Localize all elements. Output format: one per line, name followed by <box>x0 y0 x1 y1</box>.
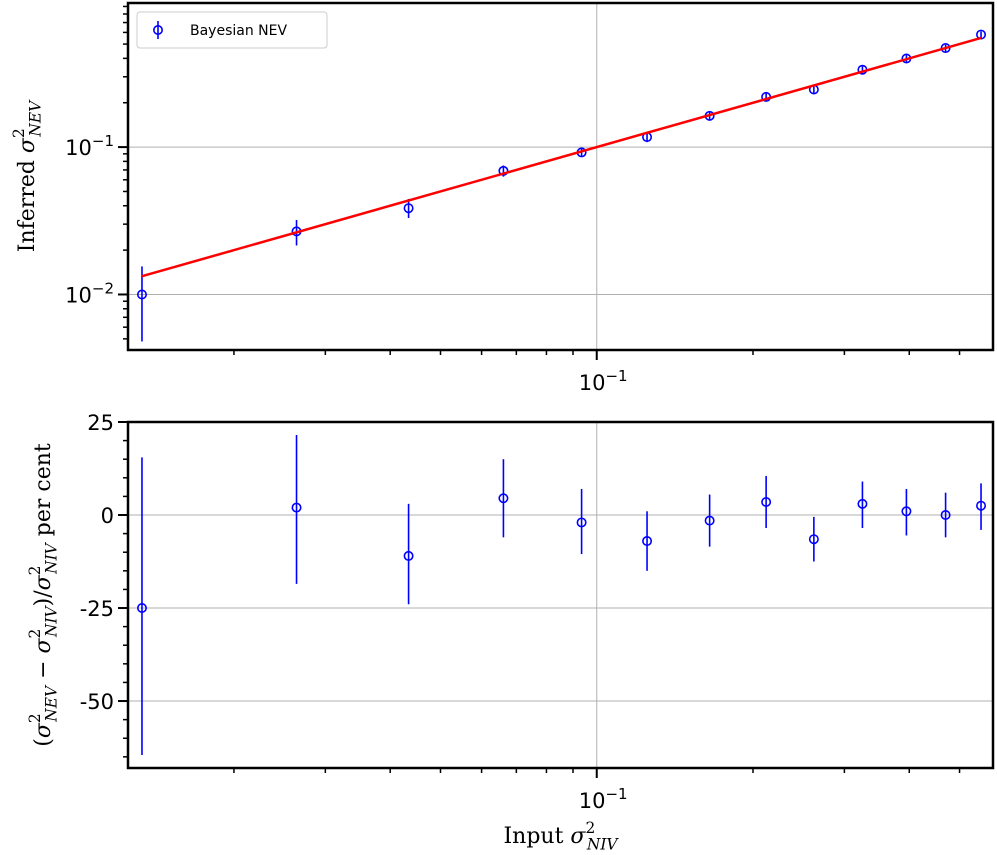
data-point <box>498 493 509 504</box>
data-point <box>136 603 147 614</box>
legend-marker <box>153 24 164 35</box>
x-tick-label: 10−1 <box>579 785 628 813</box>
x-tick-label: 10−1 <box>579 367 628 395</box>
y-tick-label: 25 <box>87 411 114 435</box>
data-point <box>642 536 653 547</box>
fit-line <box>141 36 982 278</box>
y-axis-label: (σ2NEV​ − σ2NIV​)/σ2NIV​ per cent <box>26 443 61 747</box>
data-point <box>808 534 819 545</box>
x-axis-label: Input σ2NIV​ <box>503 819 619 854</box>
data-point <box>857 498 868 509</box>
y-tick-label: -50 <box>80 690 114 714</box>
data-point <box>940 510 951 521</box>
legend-label: Bayesian NEV <box>190 23 287 39</box>
bottom-panel: 10−1 25 0 -25 -50 (σ2NEV​ − σ2NIV​)/σ2NIV​ pe… <box>26 411 995 854</box>
axes-frame <box>126 1 995 352</box>
legend-box <box>136 11 328 49</box>
top-panel: 10−1 10−2 10−1 Inferred σ2NEV​ Bayesian NEV <box>10 1 995 395</box>
y-axis-label: Inferred σ2NEV​ <box>10 99 45 252</box>
data-point <box>403 203 414 214</box>
data-point <box>576 517 587 528</box>
legend: Bayesian NEV <box>136 11 328 49</box>
data-point <box>901 506 912 517</box>
y-tick-label: 10−2 <box>65 279 114 307</box>
data-point <box>761 496 772 507</box>
data-point <box>403 550 414 561</box>
data-point <box>136 289 147 300</box>
y-tick-label: 0 <box>101 504 114 528</box>
data-point <box>704 515 715 526</box>
y-tick-label: -25 <box>80 597 114 621</box>
y-tick-label: 10−1 <box>65 132 114 160</box>
data-point <box>498 165 509 176</box>
data-point <box>291 502 302 513</box>
data-point <box>976 500 987 511</box>
axes-frame <box>126 420 995 770</box>
